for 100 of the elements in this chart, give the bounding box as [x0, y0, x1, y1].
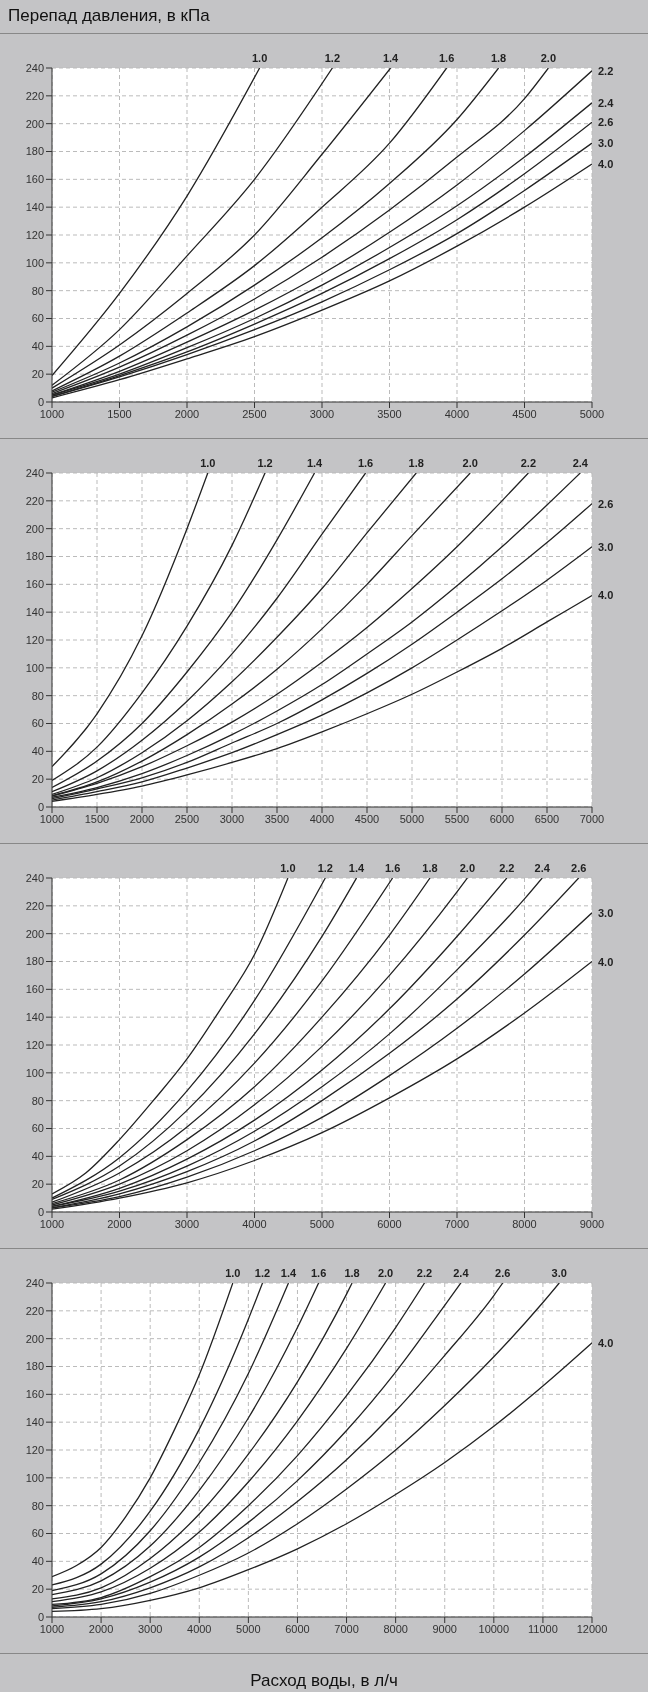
series-label: 2.6 — [598, 116, 614, 129]
x-tick-label: 7000 — [579, 812, 605, 825]
series-label: 4.0 — [598, 955, 614, 968]
y-tick-label: 160 — [25, 578, 44, 591]
y-tick-label: 120 — [25, 633, 44, 646]
y-tick-label: 220 — [25, 899, 44, 912]
y-tick-label: 60 — [31, 717, 44, 730]
x-tick-label: 3000 — [174, 1217, 200, 1230]
y-tick-label: 160 — [25, 1388, 44, 1401]
x-tick-label: 8000 — [383, 1622, 408, 1635]
series-label: 1.0 — [200, 457, 216, 469]
y-tick-label: 0 — [37, 1610, 44, 1623]
y-tick-label: 200 — [25, 117, 44, 130]
y-tick-label: 100 — [25, 256, 44, 269]
x-tick-label: 5000 — [309, 1217, 335, 1230]
series-label: 3.0 — [551, 1267, 567, 1279]
y-tick-label: 200 — [25, 522, 44, 535]
y-tick-label: 140 — [25, 1416, 44, 1429]
x-tick-label: 5000 — [579, 407, 605, 420]
series-label: 2.0 — [540, 52, 557, 64]
x-tick-label: 2500 — [174, 812, 200, 825]
series-label: 2.0 — [377, 1267, 394, 1279]
series-label: 1.8 — [408, 457, 424, 469]
y-tick-label: 20 — [31, 773, 44, 786]
series-label: 2.2 — [520, 457, 537, 469]
series-label: 2.0 — [462, 457, 478, 469]
y-tick-label: 60 — [31, 1527, 44, 1540]
x-tick-label: 3000 — [219, 812, 245, 825]
x-tick-label: 3000 — [309, 407, 335, 420]
y-tick-label: 120 — [25, 1443, 44, 1456]
y-tick-label: 80 — [31, 284, 44, 297]
series-label: 1.6 — [357, 457, 374, 469]
series-label: 1.6 — [384, 862, 401, 874]
y-axis-title: Перепад давления, в кПа — [0, 0, 648, 34]
series-label: 2.2 — [598, 64, 614, 77]
x-tick-label: 5000 — [399, 812, 425, 825]
y-tick-label: 220 — [25, 89, 44, 102]
x-tick-label: 4500 — [512, 407, 537, 420]
series-label: 2.4 — [598, 96, 615, 109]
x-tick-label: 5000 — [236, 1622, 261, 1635]
x-tick-label: 9000 — [432, 1622, 457, 1635]
series-label: 4.0 — [598, 1336, 614, 1349]
x-tick-label: 5500 — [444, 812, 470, 825]
x-tick-label: 4500 — [354, 812, 380, 825]
x-tick-label: 6000 — [489, 812, 515, 825]
y-tick-label: 20 — [31, 368, 44, 381]
x-tick-label: 8000 — [512, 1217, 537, 1230]
y-tick-label: 40 — [31, 745, 44, 758]
y-tick-label: 40 — [31, 1555, 44, 1568]
y-tick-label: 120 — [25, 1038, 44, 1051]
y-tick-label: 140 — [25, 1011, 44, 1024]
y-tick-label: 100 — [25, 1471, 44, 1484]
x-tick-label: 3500 — [377, 407, 402, 420]
series-label: 2.4 — [572, 457, 589, 469]
series-label: 4.0 — [598, 158, 614, 171]
x-tick-label: 12000 — [576, 1622, 608, 1635]
series-label: 2.6 — [598, 497, 614, 510]
series-label: 1.8 — [422, 862, 438, 874]
x-tick-label: 4000 — [444, 407, 470, 420]
series-label: 1.4 — [348, 862, 366, 874]
x-tick-label: 10000 — [478, 1622, 510, 1635]
y-tick-label: 0 — [37, 800, 44, 813]
y-tick-label: 20 — [31, 1178, 44, 1191]
y-tick-label: 80 — [31, 689, 44, 702]
y-tick-label: 200 — [25, 927, 44, 940]
y-tick-label: 100 — [25, 661, 44, 674]
series-label: 1.4 — [280, 1267, 297, 1279]
series-label: 1.0 — [251, 52, 268, 64]
x-tick-label: 3000 — [137, 1622, 163, 1635]
series-label: 1.2 — [257, 457, 273, 469]
x-tick-label: 6500 — [534, 812, 560, 825]
y-tick-label: 220 — [25, 1304, 44, 1317]
y-tick-label: 160 — [25, 983, 44, 996]
x-tick-label: 7000 — [334, 1622, 359, 1635]
series-label: 1.4 — [382, 52, 400, 64]
y-tick-label: 200 — [25, 1332, 44, 1345]
series-label: 1.2 — [317, 862, 333, 874]
y-tick-label: 60 — [31, 312, 44, 325]
x-tick-label: 1000 — [39, 1217, 65, 1230]
series-label: 1.6 — [438, 52, 455, 64]
y-tick-label: 40 — [31, 1150, 44, 1163]
x-axis-title: Расход воды, в л/ч — [249, 1670, 399, 1692]
series-label: 3.0 — [598, 906, 614, 919]
y-tick-label: 220 — [25, 494, 44, 507]
y-tick-label: 140 — [25, 606, 44, 619]
x-tick-label: 9000 — [579, 1217, 605, 1230]
series-label: 1.6 — [310, 1267, 327, 1279]
series-label: 2.6 — [495, 1267, 511, 1279]
y-tick-label: 160 — [25, 173, 44, 186]
y-tick-label: 240 — [25, 61, 44, 74]
y-tick-label: 0 — [37, 395, 44, 408]
y-tick-label: 180 — [25, 1360, 44, 1373]
series-label: 2.6 — [571, 862, 587, 874]
y-tick-label: 20 — [31, 1583, 44, 1596]
series-label: 2.2 — [499, 862, 515, 874]
series-label: 2.4 — [534, 862, 551, 874]
x-tick-label: 2000 — [107, 1217, 132, 1230]
y-tick-label: 240 — [25, 871, 44, 884]
x-tick-label: 2000 — [174, 407, 200, 420]
series-label: 2.4 — [453, 1267, 470, 1279]
